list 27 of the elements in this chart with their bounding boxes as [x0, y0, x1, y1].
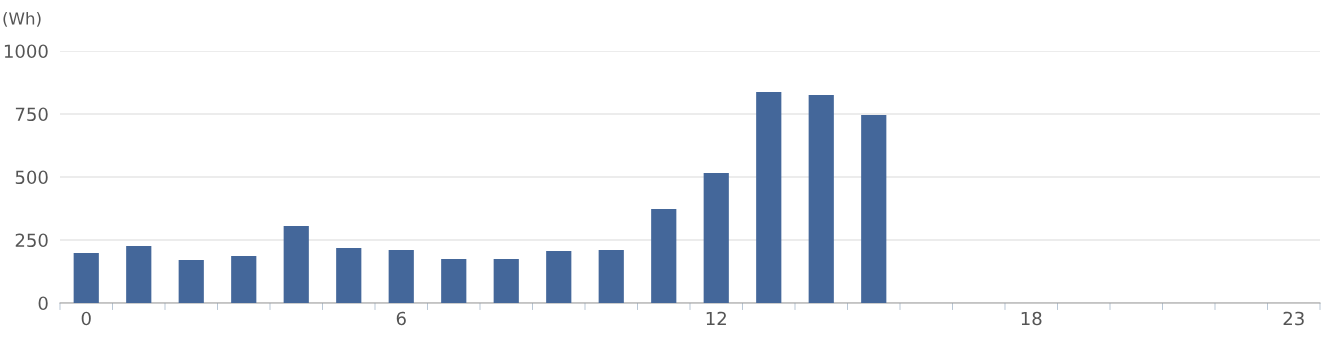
bar [336, 248, 362, 303]
y-tick-label: 250 [15, 233, 48, 248]
x-tick-label: 6 [396, 311, 406, 326]
y-tick-label: 500 [15, 170, 48, 185]
bar [703, 172, 729, 303]
bar [231, 255, 257, 303]
bar [388, 250, 414, 303]
bar [283, 225, 309, 303]
bar [441, 258, 467, 303]
x-tick-label: 12 [706, 311, 726, 326]
bar [808, 95, 834, 303]
bar [756, 92, 782, 303]
bar [598, 250, 624, 303]
bar [493, 258, 519, 303]
y-tick-label: 750 [15, 107, 48, 122]
x-tick-label: 18 [1021, 311, 1042, 326]
y-tick-label: 0 [38, 296, 48, 311]
bar [861, 115, 887, 303]
bar [126, 246, 152, 303]
y-tick-label: 1000 [4, 44, 48, 59]
y-axis-title: (Wh) [3, 11, 41, 27]
bar [178, 259, 204, 303]
bar [73, 253, 99, 303]
bar [546, 251, 572, 303]
bar [651, 209, 677, 303]
x-tick-label: 0 [81, 311, 91, 326]
x-tick-label: 23 [1283, 311, 1304, 326]
